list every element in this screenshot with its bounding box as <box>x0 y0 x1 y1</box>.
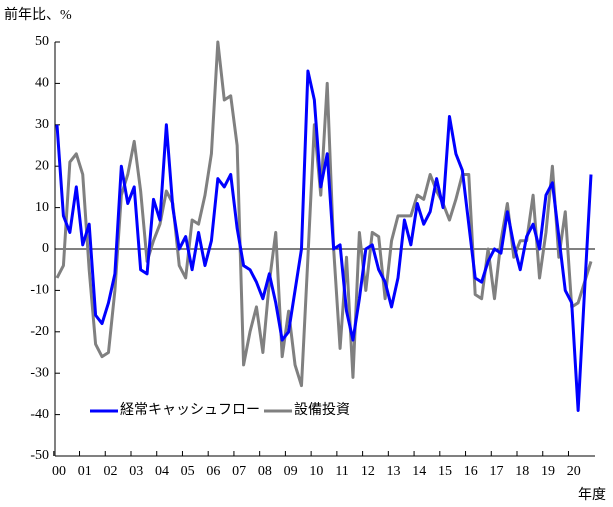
y-tick-label: -40 <box>30 407 49 422</box>
x-tick-label: 07 <box>232 464 246 479</box>
series-line <box>55 69 593 412</box>
x-tick-label: 04 <box>155 464 169 479</box>
series-line <box>55 40 593 388</box>
x-tick-label: 13 <box>387 464 401 479</box>
y-tick-label: -10 <box>30 283 49 298</box>
x-tick-label: 20 <box>567 464 581 479</box>
x-tick-label: 15 <box>438 464 452 479</box>
y-axis-label: 前年比、% <box>4 6 72 23</box>
x-tick-label: 03 <box>129 464 143 479</box>
x-tick-label: 09 <box>284 464 298 479</box>
x-tick-label: 05 <box>181 464 195 479</box>
y-tick-label: 0 <box>42 241 49 256</box>
x-tick-label: 08 <box>258 464 272 479</box>
y-tick-label: -20 <box>30 324 49 339</box>
y-tick-label: -30 <box>30 365 49 380</box>
legend-label: 設備投資 <box>294 402 350 418</box>
y-tick-label: 10 <box>35 200 49 215</box>
legend-label: 経常キャッシュフロー <box>120 402 260 418</box>
x-axis-label: 年度 <box>578 487 606 503</box>
x-tick-label: 14 <box>412 464 426 479</box>
x-tick-label: 18 <box>515 464 529 479</box>
x-tick-label: 12 <box>361 464 375 479</box>
x-tick-label: 17 <box>489 464 503 479</box>
x-tick-label: 11 <box>335 464 348 479</box>
y-tick-label: 40 <box>35 76 49 91</box>
x-tick-label: 02 <box>103 464 117 479</box>
x-tick-label: 19 <box>541 464 555 479</box>
x-tick-label: 00 <box>52 464 66 479</box>
y-tick-label: 20 <box>35 158 49 173</box>
y-tick-label: -50 <box>30 448 49 463</box>
y-tick-label: 50 <box>35 34 49 49</box>
y-tick-label: 30 <box>35 117 49 132</box>
x-tick-label: 06 <box>206 464 220 479</box>
x-tick-label: 16 <box>464 464 478 479</box>
x-tick-label: 10 <box>309 464 323 479</box>
x-tick-label: 01 <box>78 464 92 479</box>
